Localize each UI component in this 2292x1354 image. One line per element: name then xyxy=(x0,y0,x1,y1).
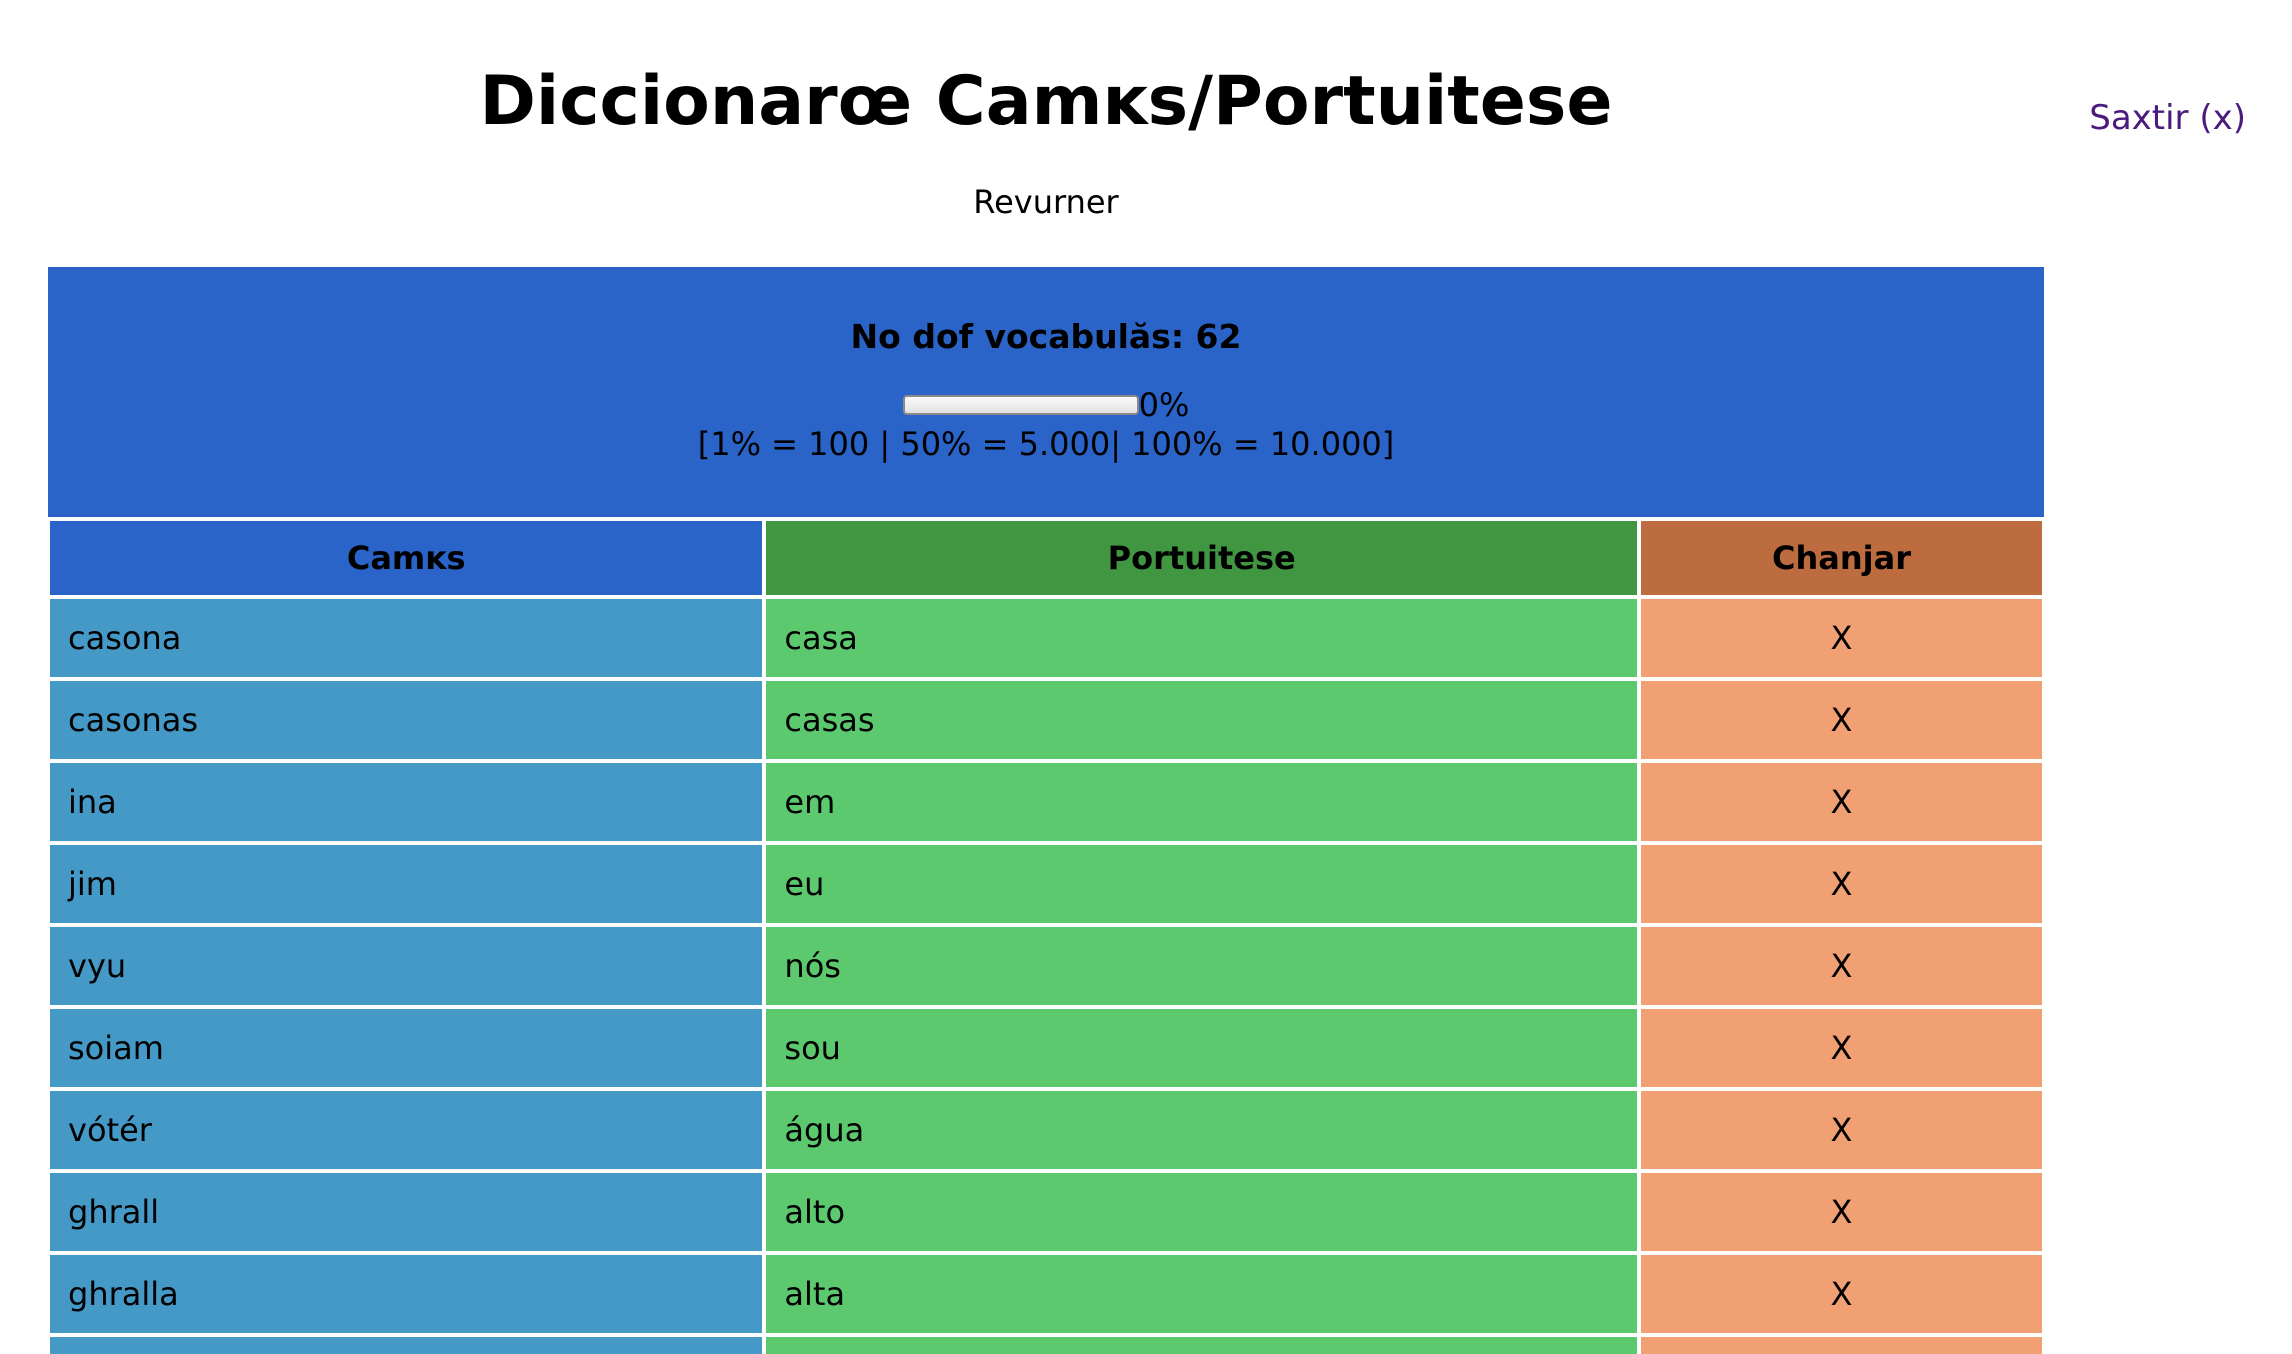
camks-word xyxy=(50,1337,763,1354)
portuitese-word: alta xyxy=(766,1255,1637,1333)
camks-word: casonas xyxy=(50,681,763,759)
table-header-row: Camĸs Portuitese Chanjar xyxy=(50,521,2042,595)
logout-link[interactable]: Saxtir (x) xyxy=(2089,98,2246,138)
change-button[interactable]: X xyxy=(1640,1091,2042,1169)
change-button[interactable] xyxy=(1640,1337,2042,1354)
stats-panel: No dof vocabulăs: 62 0% [1% = 100 | 50% … xyxy=(48,267,2044,517)
camks-word: soiam xyxy=(50,1009,763,1087)
change-button[interactable]: X xyxy=(1640,927,2042,1005)
camks-word: casona xyxy=(50,599,763,677)
progress-row: 0% xyxy=(48,386,2044,424)
portuitese-word: em xyxy=(766,763,1637,841)
column-header-portuitese: Portuitese xyxy=(766,521,1637,595)
change-button[interactable]: X xyxy=(1640,1009,2042,1087)
vocabulary-count: No dof vocabulăs: 62 xyxy=(850,317,1242,356)
portuitese-word: casa xyxy=(766,599,1637,677)
table-row: ina em X xyxy=(50,763,2042,841)
camks-word: ghrall xyxy=(50,1173,763,1251)
column-header-chanjar: Chanjar xyxy=(1640,521,2042,595)
table-row: ghrall alto X xyxy=(50,1173,2042,1251)
table-row: ghralla alta X xyxy=(50,1255,2042,1333)
change-button[interactable]: X xyxy=(1640,1173,2042,1251)
camks-word: jim xyxy=(50,845,763,923)
change-button[interactable]: X xyxy=(1640,599,2042,677)
portuitese-word: alto xyxy=(766,1173,1637,1251)
table-row: casonas casas X xyxy=(50,681,2042,759)
portuitese-word: nós xyxy=(766,927,1637,1005)
change-button[interactable]: X xyxy=(1640,845,2042,923)
progress-scale: [1% = 100 | 50% = 5.000| 100% = 10.000] xyxy=(697,425,1395,463)
camks-word: vótér xyxy=(50,1091,763,1169)
camks-word: ghralla xyxy=(50,1255,763,1333)
column-header-camks: Camĸs xyxy=(50,521,763,595)
table-row: soiam sou X xyxy=(50,1009,2042,1087)
portuitese-word xyxy=(766,1337,1637,1354)
change-button[interactable]: X xyxy=(1640,681,2042,759)
table-row: jim eu X xyxy=(50,845,2042,923)
table-row: casona casa X xyxy=(50,599,2042,677)
progress-bar xyxy=(902,395,1139,415)
page-title: Diccionarœ Camĸs/Portuitese xyxy=(479,62,1613,141)
portuitese-word: água xyxy=(766,1091,1637,1169)
change-button[interactable]: X xyxy=(1640,763,2042,841)
table-row xyxy=(50,1337,2042,1354)
portuitese-word: sou xyxy=(766,1009,1637,1087)
back-link[interactable]: Revurner xyxy=(973,183,1119,221)
portuitese-word: casas xyxy=(766,681,1637,759)
portuitese-word: eu xyxy=(766,845,1637,923)
change-button[interactable]: X xyxy=(1640,1255,2042,1333)
camks-word: ina xyxy=(50,763,763,841)
camks-word: vyu xyxy=(50,927,763,1005)
table-row: vótér água X xyxy=(50,1091,2042,1169)
progress-label: 0% xyxy=(1138,386,1190,424)
vocabulary-table: Camĸs Portuitese Chanjar casona casa X c… xyxy=(46,517,2046,1354)
table-row: vyu nós X xyxy=(50,927,2042,1005)
